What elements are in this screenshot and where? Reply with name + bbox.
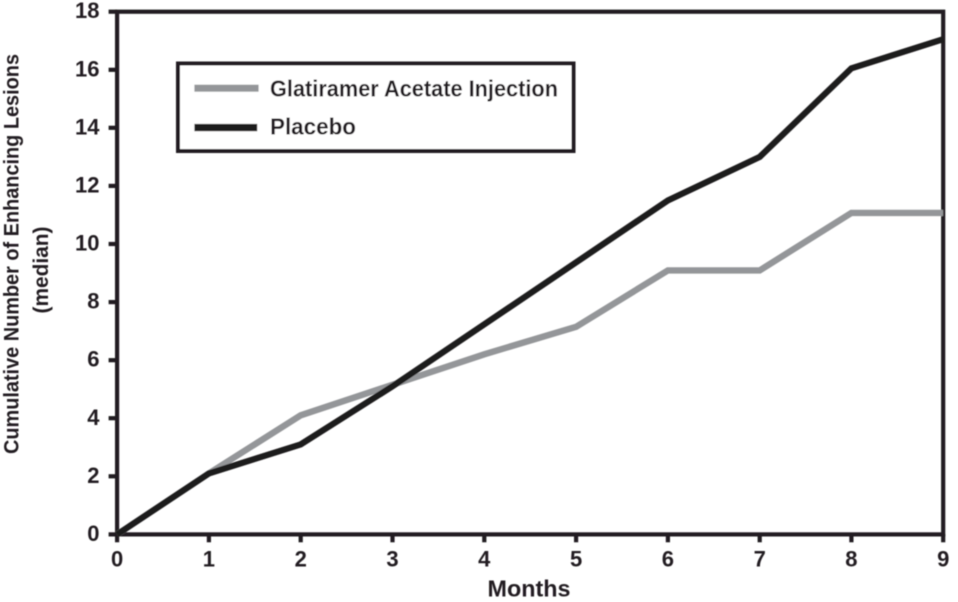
svg-text:(median): (median)	[30, 227, 53, 314]
svg-text:Months: Months	[488, 576, 571, 602]
svg-text:0: 0	[87, 521, 99, 546]
svg-text:Placebo: Placebo	[270, 114, 356, 140]
svg-text:2: 2	[295, 547, 307, 572]
svg-text:6: 6	[87, 347, 99, 372]
svg-text:5: 5	[570, 547, 582, 572]
svg-text:14: 14	[75, 114, 100, 139]
svg-text:Cumulative Number of Enhancing: Cumulative Number of Enhancing Lesions	[1, 54, 24, 454]
svg-text:1: 1	[203, 547, 215, 572]
svg-text:0: 0	[111, 547, 123, 572]
svg-text:4: 4	[87, 405, 100, 430]
svg-text:8: 8	[87, 289, 99, 314]
svg-text:6: 6	[662, 547, 674, 572]
svg-text:18: 18	[75, 0, 99, 23]
svg-text:10: 10	[75, 231, 99, 256]
svg-text:7: 7	[754, 547, 766, 572]
svg-text:16: 16	[75, 56, 99, 81]
svg-text:2: 2	[87, 463, 99, 488]
svg-text:12: 12	[75, 172, 99, 197]
svg-text:9: 9	[937, 547, 949, 572]
svg-text:8: 8	[845, 547, 857, 572]
svg-text:3: 3	[386, 547, 398, 572]
svg-text:Glatiramer Acetate Injection: Glatiramer Acetate Injection	[270, 76, 558, 102]
svg-text:4: 4	[478, 547, 491, 572]
